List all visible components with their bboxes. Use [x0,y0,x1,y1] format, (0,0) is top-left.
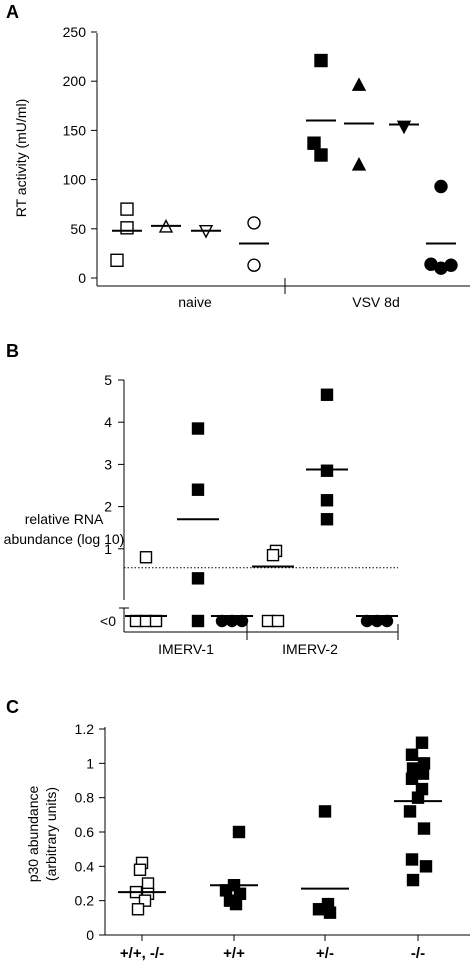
panel-c-marker [232,825,246,839]
panel-a-marker [396,120,412,135]
panel-c-marker [411,791,425,804]
panel-a-y-tick-label: 200 [63,73,87,89]
panel-c-marker [141,877,155,890]
panel-c-category-label: +/- [316,945,334,962]
panel-b-marker [139,551,153,564]
panel-letter-b: B [6,341,19,361]
panel-c-y-axis-label-line2: (arbitrary units) [43,787,59,881]
panel-a-marker [444,258,458,272]
panel-c-marker [312,903,326,916]
panel-a-marker [307,136,321,150]
panel-c-marker [417,822,431,835]
panel-a-marker [120,202,134,216]
panel-letter-a: A [6,2,19,22]
panel-c-y-tick-label: 1 [86,755,94,771]
panel-c-marker [405,772,419,785]
panel-b-marker [266,548,280,562]
panel-b-y-tick-label: 3 [104,456,112,472]
panel-a-y-tick-label: 150 [63,122,87,138]
panel-b-y-axis-label-line2: abundance (log 10) [4,531,125,547]
panel-c-category-label: +/+, -/- [120,945,164,962]
panel-b-marker [320,513,334,526]
panel-letter-c: C [6,697,19,717]
panel-b-y-axis-label-line1: relative RNA [25,511,104,527]
panel-a-group-label-vsv: VSV 8d [352,294,399,310]
panel-b-chart: relative RNA abundance (log 10) <0 IMERV… [4,372,399,657]
panel-a-marker [351,77,367,91]
panel-c-marker [403,805,417,818]
panel-c-y-tick-label: 0.2 [75,893,95,909]
panel-a-chart: RT activity (mU/ml) naive VSV 8d 0 50 100 1… [13,24,470,310]
panel-c-marker [417,757,431,770]
panel-b-below-marker [149,614,163,628]
panel-b-marker [320,388,334,401]
panel-b-below-marker [235,614,249,628]
panel-b-y-tick-label: 1 [104,541,112,557]
panel-a-marker [314,148,328,162]
panel-a-marker [351,157,367,171]
panel-c-marker [405,748,419,761]
panel-c-marker [405,853,419,866]
panel-a-y-tick-label: 0 [78,270,86,286]
panel-c-marker [416,767,430,780]
panel-a-y-tick-label: 100 [63,172,87,188]
panel-a-y-tick-label: 250 [63,24,87,40]
panel-a-group-label-naive: naive [178,294,212,310]
panel-a-marker [434,179,448,194]
panel-c-marker [138,894,152,907]
panel-c-marker [318,805,332,818]
panel-b-below-marker [271,614,285,628]
panel-c-y-tick-label: 0.6 [75,824,95,840]
panel-b-below-tick-label: <0 [100,613,116,629]
panel-b-marker [320,464,334,477]
panel-a-y-tick-label: 50 [70,221,86,237]
panel-c-marker [415,736,429,749]
panel-c-category-label: +/+ [223,945,245,962]
panel-b-y-tick-label: 4 [104,414,112,430]
panel-b-marker [320,494,334,507]
panel-a-marker [110,253,124,267]
panel-a-marker [314,53,328,68]
panel-c-chart: p30 abundance (arbitrary units) 0 0.2 0.4 0… [25,721,470,962]
panel-b-below-marker [191,614,205,628]
panel-c-y-tick-label: 0 [86,927,94,943]
panel-c-marker [323,906,337,919]
panel-c-y-tick-label: 0.8 [75,790,95,806]
panel-a-marker [120,221,134,235]
panel-c-marker [419,860,433,873]
panel-c-marker [131,903,145,916]
panel-b-group-label-imerv1: IMERV-1 [158,641,214,657]
panel-c-y-tick-label: 1.2 [75,721,95,737]
panel-c-marker [406,873,420,887]
panel-c-category-label: -/- [411,945,425,962]
panel-b-y-tick-label: 2 [104,499,112,515]
panel-c-marker [229,897,243,911]
panel-a-y-axis-label: RT activity (mU/ml) [13,99,29,217]
panel-b-group-label-imerv2: IMERV-2 [282,641,338,657]
panel-b-marker [191,483,205,496]
panel-c-marker [133,863,147,876]
panel-b-y-tick-label: 5 [104,372,112,388]
panel-c-marker [219,884,233,897]
panel-b-marker [191,572,205,585]
panel-b-below-marker [380,614,394,628]
panel-a-marker [247,258,261,272]
panel-c-y-axis-label-line1: p30 abundance [25,786,41,883]
panel-c-y-tick-label: 0.4 [75,858,95,874]
panel-b-marker [191,422,205,435]
panel-a-marker [247,216,261,230]
